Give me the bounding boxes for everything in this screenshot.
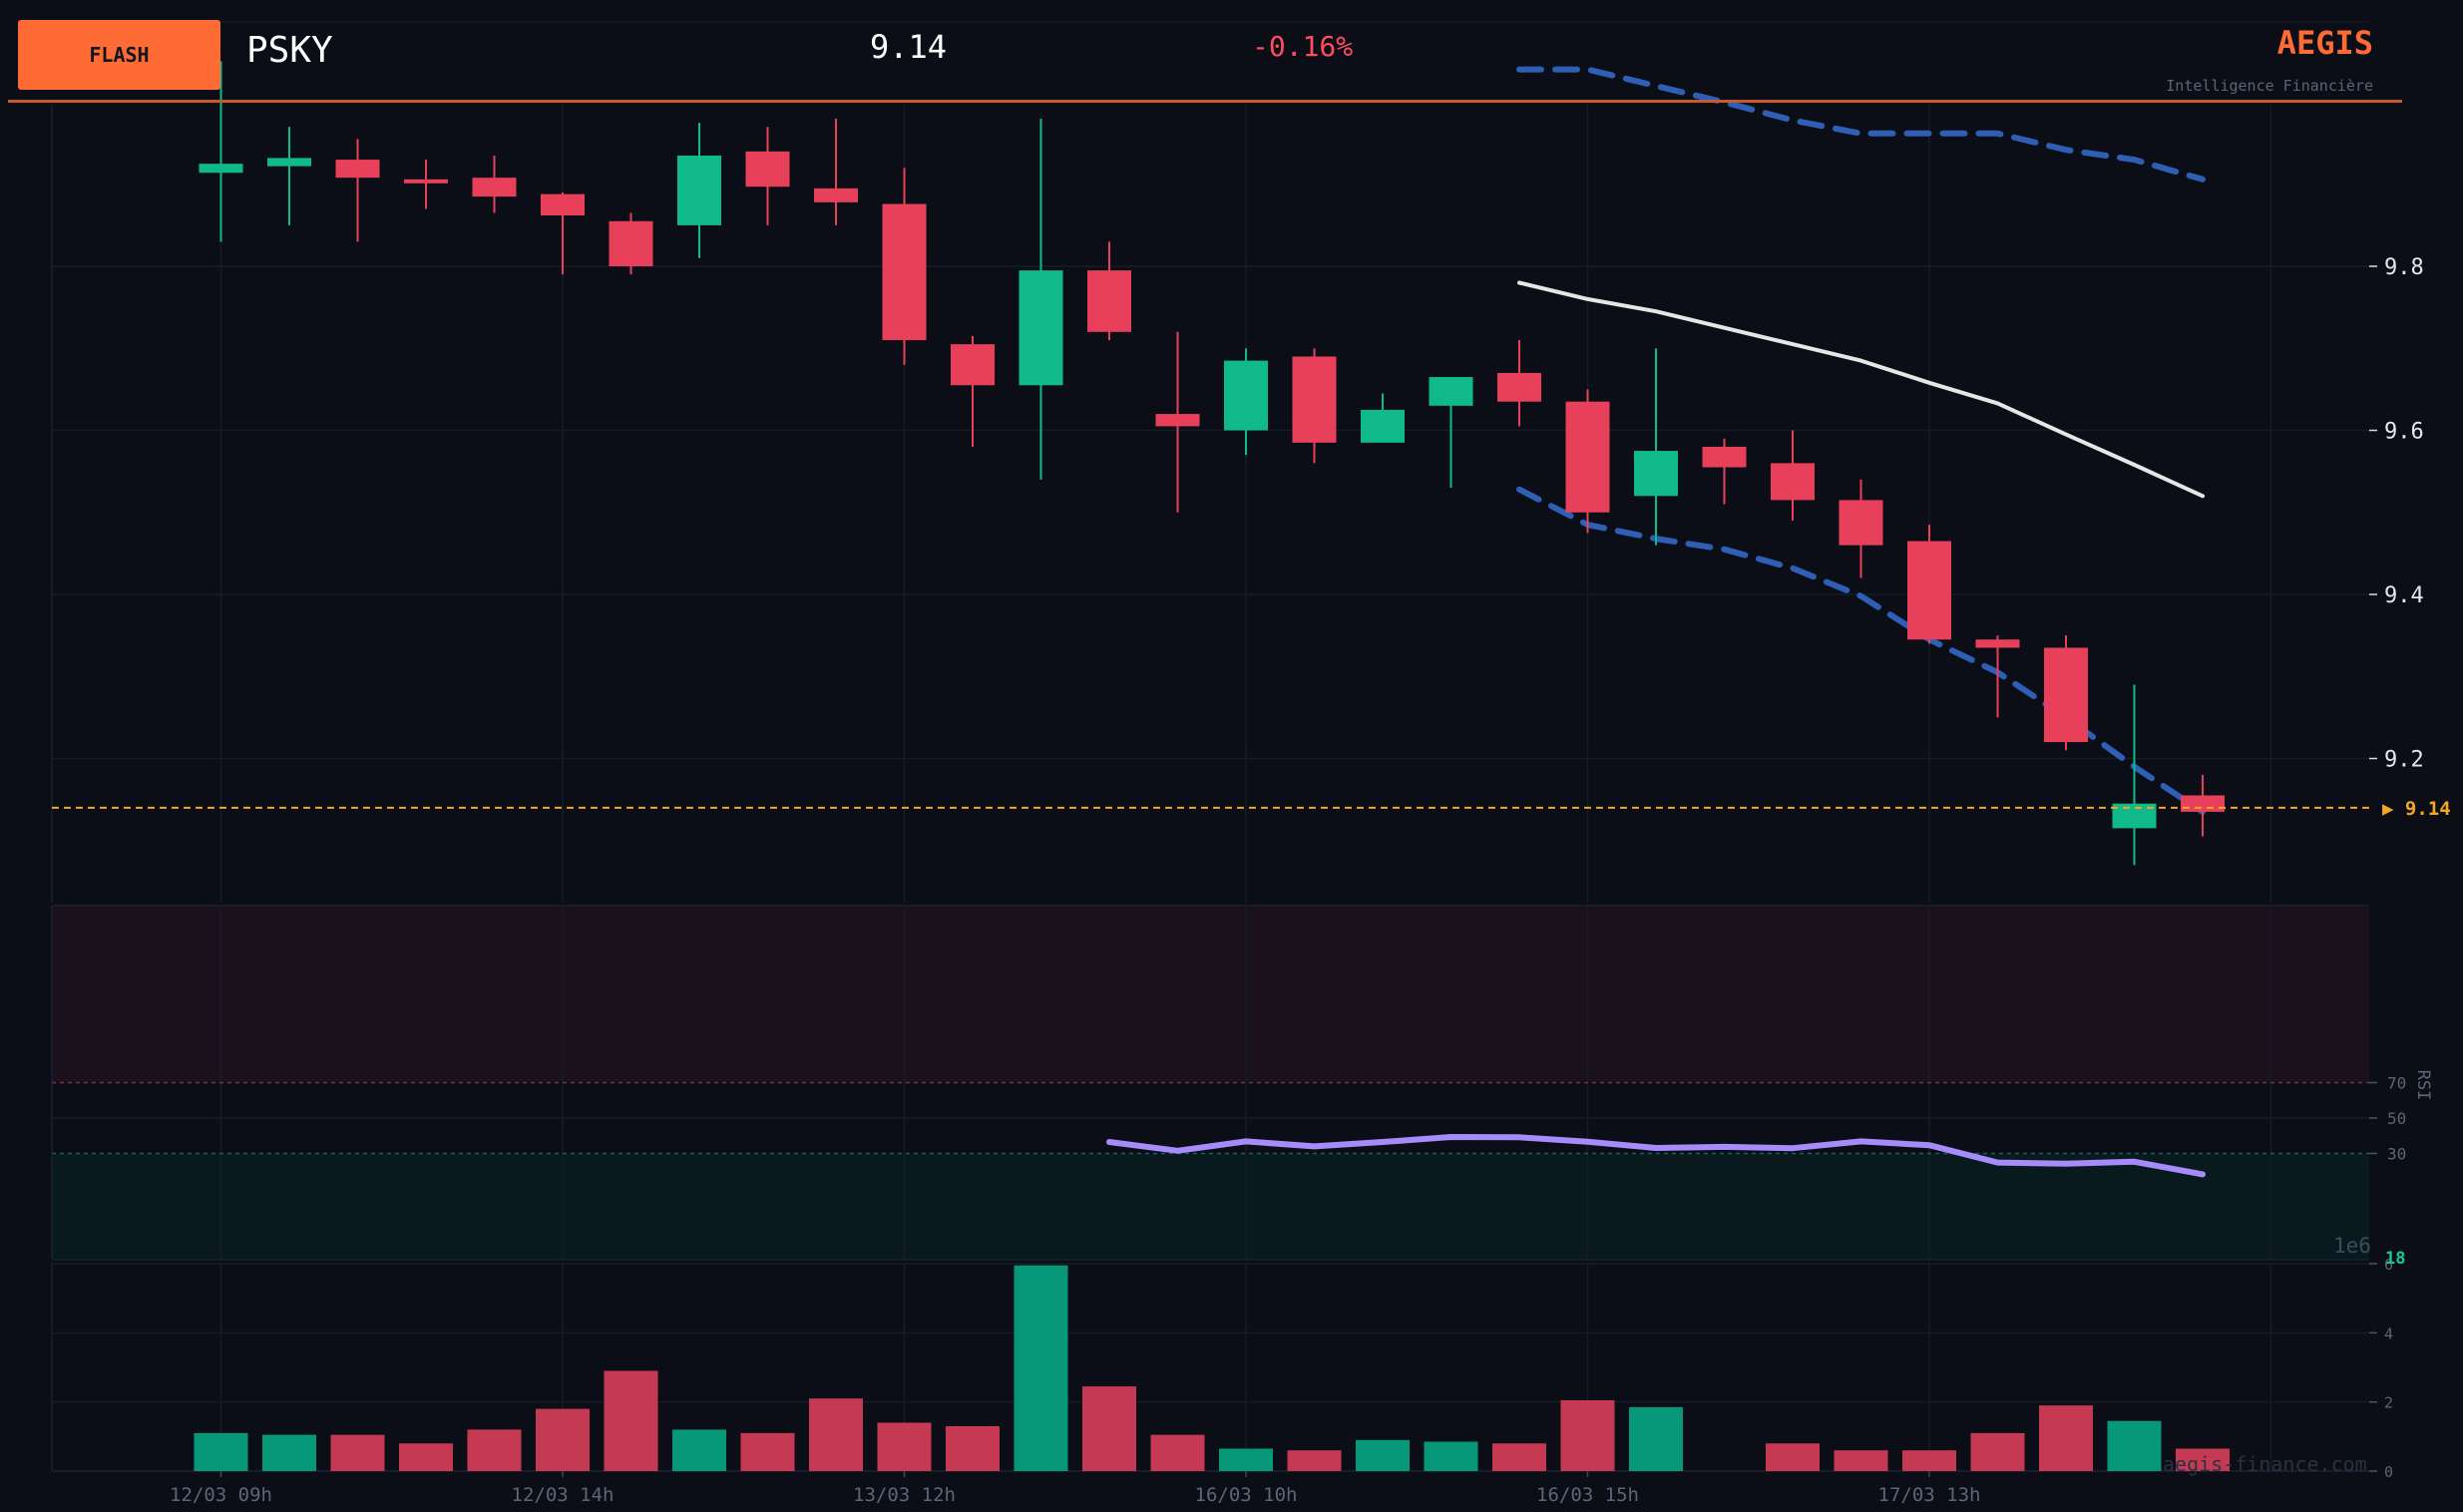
- volume-bar: [604, 1370, 658, 1471]
- volume-bar: [1082, 1386, 1136, 1471]
- volume-bar: [467, 1429, 522, 1471]
- volume-bar: [2176, 1448, 2230, 1471]
- candle-body: [1087, 270, 1131, 332]
- volume-y-tick-label: 2: [2384, 1394, 2393, 1412]
- volume-y-tick-label: 0: [2384, 1463, 2393, 1481]
- volume-bar: [194, 1432, 248, 1471]
- moving-average-line: [1517, 280, 2205, 499]
- ticker-symbol: PSKY: [246, 30, 333, 71]
- volume-bar: [1834, 1450, 1888, 1471]
- bollinger-lower-band: [1516, 486, 2206, 815]
- price-change-percent: -0.16%: [1252, 30, 1354, 63]
- candle-body: [1497, 372, 1541, 402]
- volume-bar: [1629, 1406, 1683, 1471]
- rsi-y-tick-label: 50: [2387, 1109, 2406, 1128]
- candle-body: [335, 160, 380, 179]
- candle-body: [1771, 463, 1815, 501]
- x-tick-label: 16/03 10h: [1195, 1484, 1298, 1506]
- last-price: 9.14: [870, 28, 948, 66]
- candle-body: [1292, 356, 1337, 443]
- candle-body: [267, 158, 311, 167]
- volume-bar: [1287, 1450, 1342, 1471]
- price-y-tick-label: 9.8: [2384, 255, 2424, 280]
- candle-body: [677, 155, 721, 225]
- brand-logo: AEGIS: [2276, 24, 2373, 62]
- last-price-marker: ▶ 9.14: [2382, 798, 2451, 820]
- volume-bar: [1902, 1450, 1956, 1471]
- volume-scale-label: 1e6: [2333, 1234, 2371, 1258]
- volume-bar: [1560, 1399, 1615, 1471]
- brand-tagline: Intelligence Financière: [2166, 77, 2373, 95]
- rsi-line: [1106, 1134, 2206, 1178]
- volume-y-tick-label: 4: [2384, 1324, 2393, 1342]
- bollinger-upper-band: [1516, 66, 2206, 183]
- candle-body: [951, 344, 995, 386]
- header-divider: [8, 100, 2402, 103]
- candle-body: [1429, 377, 1473, 406]
- candle-body: [745, 151, 790, 188]
- candle-body: [1702, 446, 1747, 468]
- candle-body: [1975, 639, 2020, 648]
- candle-body: [882, 203, 927, 341]
- candle-body: [1565, 401, 1610, 513]
- watermark: aegis-finance.com: [2163, 1452, 2367, 1476]
- candle-body: [404, 179, 448, 184]
- volume-bar: [672, 1429, 726, 1471]
- flash-badge: FLASH: [18, 20, 220, 90]
- candle-body: [609, 220, 653, 266]
- price-y-tick-label: 9.6: [2384, 420, 2424, 445]
- volume-y-tick-label: 6: [2384, 1256, 2393, 1274]
- volume-bar: [1219, 1448, 1273, 1471]
- volume-bar: [2039, 1405, 2093, 1471]
- volume-bar: [1356, 1439, 1410, 1471]
- candle-body: [1361, 409, 1405, 443]
- volume-corner-value: 18: [2385, 1249, 2405, 1269]
- price-y-tick-label: 9.2: [2384, 748, 2424, 773]
- rsi-overbought-zone: [52, 906, 2369, 1083]
- volume-bar: [262, 1434, 316, 1471]
- rsi-y-tick-label: 30: [2387, 1145, 2406, 1164]
- volume-bar: [1970, 1432, 2025, 1471]
- candle-body: [1634, 451, 1678, 497]
- volume-bar: [399, 1443, 453, 1471]
- candle-body: [541, 193, 585, 216]
- candle-body: [472, 178, 517, 197]
- x-tick-label: 12/03 09h: [170, 1484, 272, 1506]
- rsi-y-tick-label: 70: [2387, 1074, 2406, 1093]
- volume-bar: [1424, 1441, 1478, 1471]
- price-y-tick-label: 9.4: [2384, 583, 2424, 608]
- x-tick-label: 17/03 13h: [1878, 1484, 1981, 1506]
- volume-bar: [1014, 1265, 1068, 1471]
- candle-body: [2044, 647, 2088, 743]
- candle-body: [1019, 270, 1063, 386]
- volume-bar: [877, 1422, 932, 1471]
- candle-body: [1907, 541, 1951, 640]
- volume-bar: [740, 1432, 795, 1471]
- x-tick-label: 12/03 14h: [512, 1484, 615, 1506]
- x-tick-label: 16/03 15h: [1536, 1484, 1639, 1506]
- candle-body: [1224, 360, 1268, 431]
- rsi-oversold-zone: [52, 1153, 2369, 1259]
- volume-bar: [536, 1408, 590, 1471]
- candle-body: [199, 164, 243, 174]
- volume-bar: [1492, 1443, 1546, 1471]
- x-tick-label: 13/03 12h: [853, 1484, 956, 1506]
- volume-bar: [1766, 1443, 1820, 1471]
- candle-body: [1155, 414, 1200, 427]
- rsi-axis-label: RSI: [2413, 1070, 2433, 1101]
- volume-bar: [809, 1398, 863, 1471]
- candle-body: [814, 188, 858, 202]
- candle-body: [2181, 795, 2225, 812]
- volume-bar: [946, 1425, 1000, 1471]
- volume-bar: [330, 1434, 385, 1471]
- candle-body: [1839, 500, 1883, 546]
- volume-bar: [1150, 1434, 1205, 1471]
- volume-bar: [2107, 1420, 2162, 1471]
